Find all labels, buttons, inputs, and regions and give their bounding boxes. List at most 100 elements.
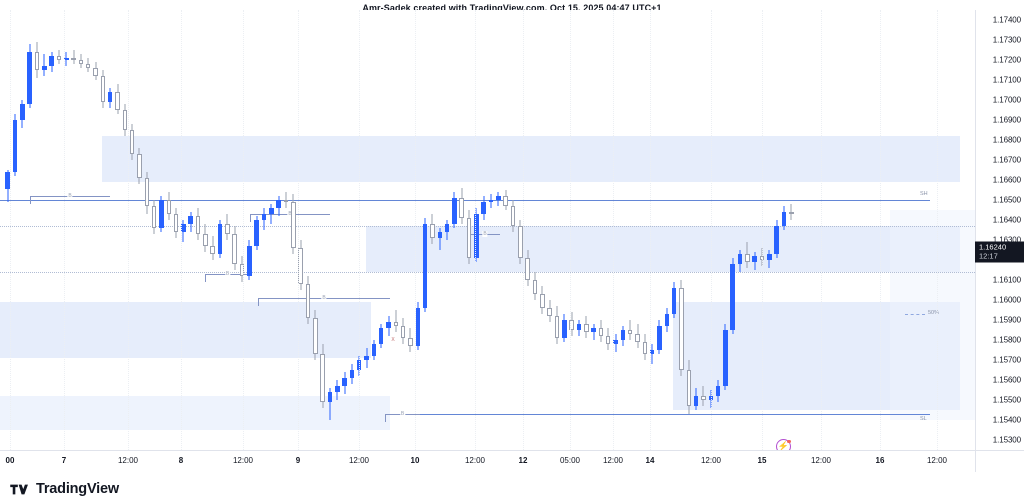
candle: [679, 280, 684, 376]
candle: [85, 58, 91, 72]
candle: [642, 334, 648, 360]
candle: [100, 70, 106, 108]
candle: [378, 324, 384, 348]
candle-body: [562, 320, 567, 338]
price-tick: 1.17000: [992, 95, 1021, 105]
candle-wick: [593, 324, 595, 340]
candle-wick: [395, 310, 397, 332]
candle: [569, 312, 574, 336]
candle: [789, 204, 794, 220]
vertical-gridline: [937, 10, 938, 450]
swing-high-level: [0, 200, 930, 201]
candle-body: [774, 226, 779, 254]
candle-body: [269, 208, 274, 214]
candle: [137, 148, 142, 184]
price-axis[interactable]: 1.17400 1.17300 1.17200 1.17100 1.17000 1.169…: [975, 10, 1024, 450]
candle: [730, 258, 735, 334]
candle-body: [188, 216, 194, 224]
attribution-text: Amr-Sadek created with TradingView.com, …: [362, 3, 662, 13]
supply-demand-zone: [365, 226, 961, 272]
candle: [576, 320, 582, 336]
candle-body: [671, 288, 677, 314]
candle-wick: [270, 204, 272, 224]
candle-body: [27, 52, 32, 104]
time-tick: 00: [5, 456, 15, 465]
current-price-value: 1.16240: [979, 242, 1007, 252]
candle-body: [437, 232, 443, 238]
candle-body: [56, 56, 62, 60]
candle: [444, 220, 450, 240]
structure-tick: [30, 196, 31, 204]
candle-body: [276, 200, 281, 208]
candle-body: [715, 386, 721, 396]
candle-body: [349, 370, 355, 378]
candle-body: [5, 172, 10, 189]
candle-body: [122, 110, 128, 130]
vertical-gridline: [298, 10, 299, 450]
price-tick: 1.15900: [992, 315, 1021, 325]
time-tick: 15: [757, 456, 767, 465]
replay-badge[interactable]: ⚡: [776, 439, 791, 450]
candle: [93, 62, 98, 80]
candle-body: [313, 318, 318, 354]
price-tick: 1.15600: [992, 375, 1021, 385]
candle: [195, 208, 201, 240]
candle-body: [496, 196, 501, 200]
candle: [364, 348, 369, 368]
price-tick: 1.16000: [992, 295, 1021, 305]
candle-body: [693, 396, 699, 406]
candle-body: [525, 258, 530, 280]
price-tick: 1.15700: [992, 355, 1021, 365]
candle-body: [20, 104, 25, 120]
candle-body: [422, 224, 428, 308]
candle-body: [474, 214, 479, 258]
candle-wick: [73, 50, 75, 64]
candle: [349, 364, 355, 384]
candle-body: [430, 224, 435, 238]
candle-body: [459, 198, 464, 218]
structure-label: B: [321, 295, 327, 301]
candle-body: [217, 224, 223, 254]
time-tick: 12:00: [348, 456, 370, 465]
candle: [283, 192, 289, 208]
candle: [474, 208, 479, 262]
candle: [129, 124, 135, 160]
chart-plot-area[interactable]: SH 50% SL B B B B B B X ⚡: [0, 10, 975, 450]
vertical-gridline: [613, 10, 614, 450]
swing-low-level: [385, 414, 930, 415]
axis-divider: [975, 451, 976, 473]
candle: [327, 388, 333, 420]
time-axis[interactable]: 00 7 12:00 8 12:00 9 12:00 10 12:00 12 05:00 12:00 1…: [0, 450, 1024, 473]
structure-label: B: [399, 411, 406, 417]
tradingview-logo-icon: [10, 484, 28, 494]
candle: [437, 228, 443, 250]
candle: [540, 286, 545, 314]
candle: [591, 324, 596, 340]
candle: [386, 316, 391, 336]
candle-body: [71, 58, 76, 60]
candle-body: [481, 202, 486, 214]
candle: [627, 320, 633, 340]
candle-body: [100, 76, 106, 102]
candle: [488, 194, 494, 208]
price-tick: 1.17100: [992, 75, 1021, 85]
price-tick: 1.16500: [992, 195, 1021, 205]
candle: [774, 220, 779, 258]
candle-body: [576, 324, 582, 330]
candle-wick: [43, 54, 45, 76]
candle-body: [378, 328, 384, 344]
time-tick: 16: [875, 456, 885, 465]
candle: [466, 210, 472, 264]
structure-tick: [205, 274, 206, 282]
candle-wick: [439, 228, 441, 250]
candle-body: [291, 202, 296, 248]
vertical-gridline: [181, 10, 182, 450]
candle: [605, 328, 611, 350]
price-tick: 1.16800: [992, 135, 1021, 145]
candle: [408, 328, 413, 352]
candle-body: [518, 226, 523, 258]
candle: [532, 272, 538, 300]
candle-body: [144, 178, 150, 206]
candle: [313, 310, 318, 360]
candle: [5, 170, 10, 202]
